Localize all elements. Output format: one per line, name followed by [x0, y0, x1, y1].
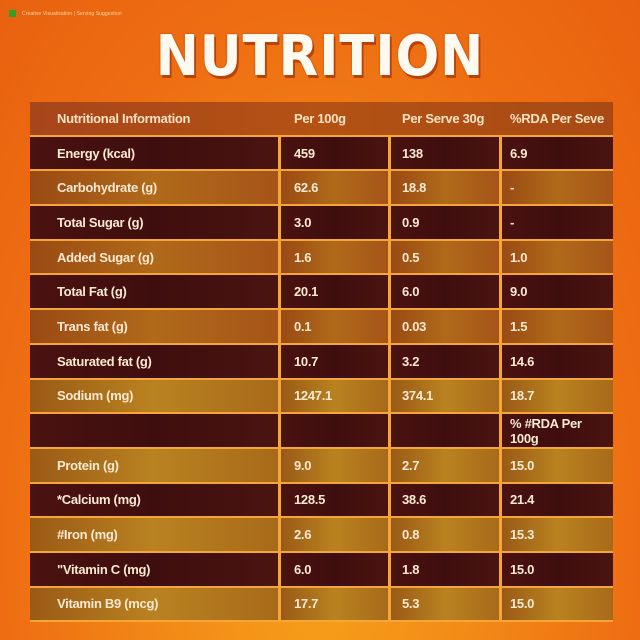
table-cell: 0.03	[391, 310, 502, 343]
table-row: Protein (g) 9.0 2.7 15.0	[30, 448, 613, 484]
page-title: NUTRITION	[155, 24, 485, 89]
table-cell: 0.1	[281, 310, 391, 343]
table-row: Vitamin B9 (mcg) 17.7 5.3 15.0	[30, 587, 613, 623]
table-row: Trans fat (g) 0.1 0.03 1.5	[30, 310, 613, 345]
table-cell: *Calcium (mg)	[30, 483, 281, 517]
table-header-row: Nutritional Information Per 100g Per Ser…	[30, 102, 613, 137]
table-row: #Iron (mg) 2.6 0.8 15.3	[30, 518, 613, 553]
header-cell: %RDA Per Seve	[510, 110, 604, 126]
table-cell: 1.0	[502, 240, 613, 274]
table-cell	[281, 414, 391, 447]
table-cell: Energy (kcal)	[30, 136, 281, 170]
table-cell: 374.1	[391, 379, 502, 413]
table-cell: 62.6	[281, 171, 391, 205]
table-cell: Carbohydrate (g)	[30, 171, 281, 205]
header-cell: Per 100g	[294, 110, 346, 126]
table-cell: 15.0	[502, 448, 613, 482]
table-cell: 15.0	[502, 552, 613, 586]
table-cell: % #RDA Per 100g	[502, 414, 613, 447]
table-cell: 459	[281, 136, 391, 170]
table-row: % #RDA Per 100g	[30, 414, 613, 449]
table-cell: "Vitamin C (mg)	[30, 552, 281, 586]
table-cell: Added Sugar (g)	[30, 240, 281, 274]
table-cell: 0.8	[391, 518, 502, 551]
table-cell: 18.7	[502, 379, 613, 413]
table-cell: Trans fat (g)	[30, 310, 281, 343]
table-row: *Calcium (mg) 128.5 38.6 21.4	[30, 483, 613, 519]
table-cell: 138	[391, 136, 502, 170]
table-row: Energy (kcal) 459 138 6.9	[30, 136, 613, 172]
table-cell: 14.6	[502, 344, 613, 378]
table-row: Total Fat (g) 20.1 6.0 9.0	[30, 275, 613, 311]
table-cell: -	[502, 171, 613, 205]
table-cell: 128.5	[281, 483, 391, 517]
caption-text: Creative Visualisation | Serving Suggest…	[22, 10, 122, 17]
table-cell: 15.0	[502, 587, 613, 621]
table-cell: Sodium (mg)	[30, 379, 281, 413]
table-row: Sodium (mg) 1247.1 374.1 18.7	[30, 379, 613, 415]
header-cell: Per Serve 30g	[402, 110, 485, 126]
table-cell: 9.0	[281, 448, 391, 482]
table-cell: 9.0	[502, 275, 613, 309]
table-cell: 3.0	[281, 206, 391, 239]
table-cell: 0.9	[391, 206, 502, 239]
table-cell	[391, 414, 502, 447]
table-cell: 1.5	[502, 310, 613, 343]
nutrition-table: Nutritional Information Per 100g Per Ser…	[30, 102, 613, 623]
table-cell: 20.1	[281, 275, 391, 309]
table-cell: 1.6	[281, 240, 391, 274]
table-row: Added Sugar (g) 1.6 0.5 1.0	[30, 240, 613, 276]
table-cell: 6.0	[391, 275, 502, 309]
table-cell: 6.0	[281, 552, 391, 586]
table-cell: 0.5	[391, 240, 502, 274]
table-cell: 2.6	[281, 518, 391, 551]
table-cell: Total Fat (g)	[30, 275, 281, 309]
table-cell: 21.4	[502, 483, 613, 517]
table-cell: 3.2	[391, 344, 502, 378]
table-cell: 1.8	[391, 552, 502, 586]
table-cell: #Iron (mg)	[30, 518, 281, 551]
table-cell: Total Sugar (g)	[30, 206, 281, 239]
table-cell: 15.3	[502, 518, 613, 551]
table-row: Carbohydrate (g) 62.6 18.8-	[30, 171, 613, 207]
table-cell: 17.7	[281, 587, 391, 621]
table-cell: 1247.1	[281, 379, 391, 413]
caption: Creative Visualisation | Serving Suggest…	[9, 10, 122, 17]
table-cell: 10.7	[281, 344, 391, 378]
table-cell: 38.6	[391, 483, 502, 517]
table-cell: -	[502, 206, 613, 239]
table-row: "Vitamin C (mg) 6.0 1.8 15.0	[30, 552, 613, 588]
table-cell: 5.3	[391, 587, 502, 621]
table-cell: 6.9	[502, 136, 613, 170]
table-cell: 18.8	[391, 171, 502, 205]
table-cell: Saturated fat (g)	[30, 344, 281, 378]
caption-marker-icon	[9, 10, 16, 17]
table-cell: Vitamin B9 (mcg)	[30, 587, 281, 621]
table-cell: Protein (g)	[30, 448, 281, 482]
table-cell: 2.7	[391, 448, 502, 482]
table-cell	[30, 414, 281, 447]
header-cell: Nutritional Information	[57, 110, 191, 126]
table-row: Total Sugar (g) 3.0 0.9-	[30, 206, 613, 241]
table-row: Saturated fat (g) 10.7 3.2 14.6	[30, 344, 613, 380]
